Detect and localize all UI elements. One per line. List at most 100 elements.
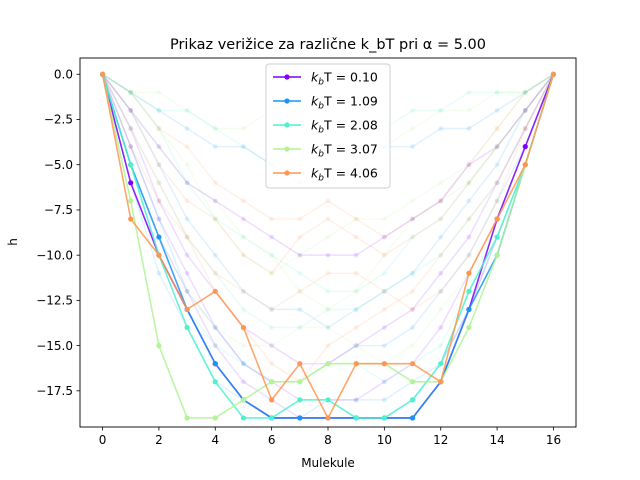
background-point: [522, 89, 528, 95]
background-point: [156, 89, 162, 95]
background-line: [101, 73, 555, 383]
background-point: [156, 126, 162, 131]
background-point: [241, 126, 246, 131]
background-point: [494, 162, 500, 168]
background-point: [353, 307, 359, 312]
background-point: [381, 252, 387, 258]
background-point: [438, 252, 444, 258]
background-point: [381, 379, 387, 385]
background-line: [101, 73, 555, 311]
background-point: [438, 288, 444, 294]
background-point: [353, 288, 359, 294]
background-point: [241, 307, 246, 312]
background-point: [438, 108, 444, 113]
background-point: [494, 144, 500, 150]
data-point: [212, 288, 218, 294]
background-point: [410, 108, 415, 113]
background-point: [410, 198, 415, 204]
background-point: [212, 270, 218, 276]
data-point: [522, 162, 528, 168]
x-tick-label: 8: [324, 433, 332, 447]
background-point: [184, 288, 190, 294]
background-point: [128, 108, 134, 113]
background-point: [466, 180, 472, 186]
background-point: [128, 144, 134, 150]
background-point: [494, 89, 500, 95]
background-line: [102, 73, 555, 293]
background-point: [241, 252, 246, 258]
background-point: [410, 270, 415, 276]
background-point: [156, 198, 162, 204]
background-point: [297, 216, 303, 222]
data-point: [494, 216, 500, 222]
background-point: [212, 343, 218, 349]
background-point: [269, 361, 275, 367]
data-point: [297, 397, 303, 403]
background-point: [522, 108, 528, 113]
background-point: [325, 288, 331, 294]
data-point: [409, 415, 416, 421]
background-point: [494, 126, 500, 131]
background-point: [212, 198, 218, 204]
data-point: [494, 252, 500, 258]
background-point: [466, 162, 472, 168]
legend-swatch-marker: [284, 146, 290, 152]
legend-label: kbT = 3.07: [311, 142, 378, 160]
background-point: [269, 325, 275, 330]
background-point: [522, 126, 528, 131]
data-point: [184, 306, 190, 313]
background-point: [297, 252, 303, 258]
background-point: [381, 216, 387, 222]
chart-title: Prikaz verižice za različne k_bT pri α =…: [170, 37, 486, 53]
background-point: [128, 89, 134, 95]
background-point: [438, 343, 444, 349]
data-point: [269, 397, 275, 403]
background-point: [269, 234, 275, 240]
background-point: [325, 343, 331, 349]
data-point: [494, 234, 500, 240]
background-point: [184, 108, 190, 113]
background-point: [381, 288, 387, 294]
background-point: [381, 252, 387, 258]
background-point: [241, 252, 246, 258]
background-point: [494, 126, 500, 131]
background-point: [128, 89, 134, 95]
background-point: [297, 288, 303, 294]
y-tick-label: −10.0: [36, 248, 73, 262]
data-point: [466, 324, 472, 331]
background-point: [269, 307, 275, 312]
background-point: [438, 325, 444, 330]
data-point: [184, 324, 190, 331]
background-point: [410, 126, 415, 131]
background-point: [466, 252, 472, 258]
background-point: [241, 288, 246, 294]
background-point: [353, 270, 359, 276]
background-point: [410, 216, 415, 222]
background-point: [410, 325, 415, 330]
data-point: [325, 361, 331, 367]
background-point: [438, 126, 444, 131]
background-point: [212, 252, 218, 258]
x-tick-label: 14: [489, 433, 504, 447]
legend-swatch-marker: [284, 170, 290, 176]
background-line: [102, 73, 554, 238]
data-point: [409, 361, 416, 367]
background-point: [438, 307, 444, 312]
background-point: [184, 234, 190, 240]
y-tick-label: −12.5: [36, 294, 73, 308]
background-point: [522, 89, 528, 95]
background-point: [410, 234, 415, 240]
background-point: [494, 180, 500, 186]
legend-label: kbT = 0.10: [311, 70, 378, 88]
background-point: [128, 89, 134, 95]
data-point: [438, 379, 444, 385]
background-point: [410, 307, 415, 312]
legend-swatch-marker: [284, 98, 290, 104]
background-point: [353, 343, 359, 349]
data-point: [381, 415, 387, 421]
background-point: [128, 108, 134, 113]
background-point: [297, 325, 303, 330]
legend-label: kbT = 2.08: [311, 118, 378, 136]
background-point: [353, 343, 359, 349]
